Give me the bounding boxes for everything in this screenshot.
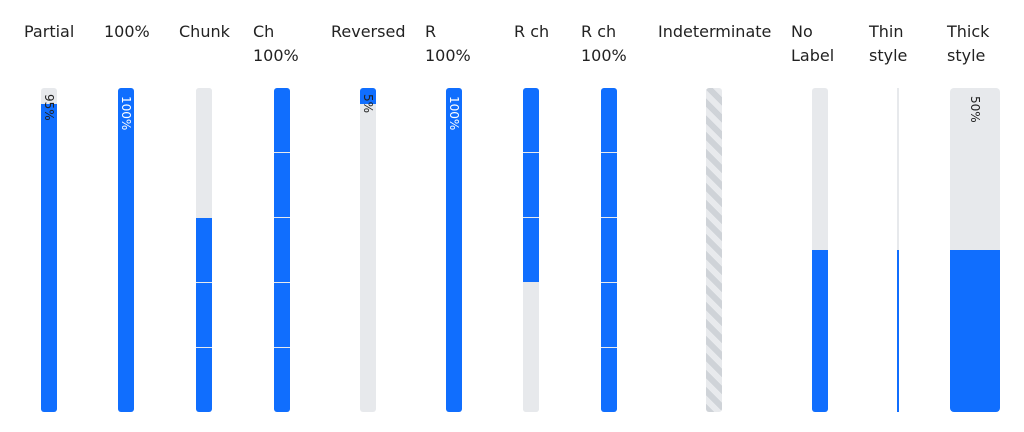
progress-value-text: 95% xyxy=(42,94,56,121)
progress-fill xyxy=(360,88,376,104)
progress-chunk xyxy=(274,153,290,217)
progress-chunk xyxy=(196,153,212,217)
progress-chunk xyxy=(196,218,212,282)
progress-label-ch-100: Ch 100% xyxy=(253,20,299,68)
progress-label-line: 100% xyxy=(104,22,150,41)
progress-chunk xyxy=(523,348,539,412)
progress-bar-r-100: 100% xyxy=(446,88,462,412)
progress-chunk xyxy=(523,153,539,217)
progress-bar-r-ch xyxy=(523,88,539,412)
progress-value-text: 50% xyxy=(968,96,982,123)
progress-label-indeterminate: Indeterminate xyxy=(658,20,771,44)
progress-chunk xyxy=(196,88,212,152)
progress-fill xyxy=(41,104,57,412)
progress-label-partial: Partial xyxy=(24,20,74,44)
progress-label-thick: Thick style xyxy=(947,20,989,68)
progress-chunk xyxy=(523,218,539,282)
progress-chunk xyxy=(274,218,290,282)
progress-bar-indeterminate xyxy=(706,88,722,412)
progress-fill xyxy=(950,250,1000,412)
progress-chunk xyxy=(274,88,290,152)
progress-bar-chunk xyxy=(196,88,212,412)
progress-bar-reversed: 5% xyxy=(360,88,376,412)
progress-chunk xyxy=(601,153,617,217)
progress-bar-thin xyxy=(897,88,899,412)
progress-fill xyxy=(897,250,899,412)
progress-label-line: style xyxy=(869,46,908,65)
progress-fill xyxy=(446,88,462,412)
progress-label-no-label: No Label xyxy=(791,20,834,68)
progress-chunk xyxy=(601,218,617,282)
progress-label-r-ch-100: R ch 100% xyxy=(581,20,627,68)
progress-label-line: R xyxy=(425,22,437,41)
progress-bar-no-label xyxy=(812,88,828,412)
progress-label-line: 100% xyxy=(581,46,627,65)
progress-fill xyxy=(118,88,134,412)
progress-label-line: Chunk xyxy=(179,22,230,41)
progress-chunk xyxy=(274,348,290,412)
progress-label-line: R ch xyxy=(514,22,550,41)
progress-fill xyxy=(812,250,828,412)
progress-label-line: Ch xyxy=(253,22,275,41)
progress-label-line: Reversed xyxy=(331,22,406,41)
progress-bar-full: 100% xyxy=(118,88,134,412)
progress-label-line: style xyxy=(947,46,986,65)
progress-label-reversed: Reversed xyxy=(331,20,405,44)
progress-value-text: 100% xyxy=(447,96,461,131)
progress-chunk xyxy=(601,88,617,152)
progress-value-text: 100% xyxy=(119,96,133,131)
progress-chunk xyxy=(196,348,212,412)
progress-bar-r-ch-100 xyxy=(601,88,617,412)
progress-label-full: 100% xyxy=(104,20,150,44)
progress-bar-partial: 95% xyxy=(41,88,57,412)
progress-label-chunk: Chunk xyxy=(179,20,230,44)
progress-value-text: 5% xyxy=(361,94,375,114)
progress-label-line: Thin xyxy=(869,22,904,41)
progress-label-line: 100% xyxy=(425,46,471,65)
progress-label-thin: Thin style xyxy=(869,20,907,68)
progress-label-line: Indeterminate xyxy=(658,22,772,41)
progress-chunk xyxy=(523,283,539,347)
progress-chunk xyxy=(601,283,617,347)
progress-label-line: Partial xyxy=(24,22,75,41)
progress-chunk xyxy=(523,88,539,152)
progress-label-line: Thick xyxy=(947,22,990,41)
progress-label-r-100: R 100% xyxy=(425,20,471,68)
progress-chunk xyxy=(196,283,212,347)
progress-chunk xyxy=(274,283,290,347)
progress-label-line: R ch xyxy=(581,22,617,41)
progress-bar-ch-100 xyxy=(274,88,290,412)
progress-bar-thick: 50% xyxy=(950,88,1000,412)
progress-chunk xyxy=(601,348,617,412)
progress-label-line: No xyxy=(791,22,813,41)
progress-label-line: Label xyxy=(791,46,835,65)
progress-label-r-ch: R ch xyxy=(514,20,549,44)
progress-label-line: 100% xyxy=(253,46,299,65)
